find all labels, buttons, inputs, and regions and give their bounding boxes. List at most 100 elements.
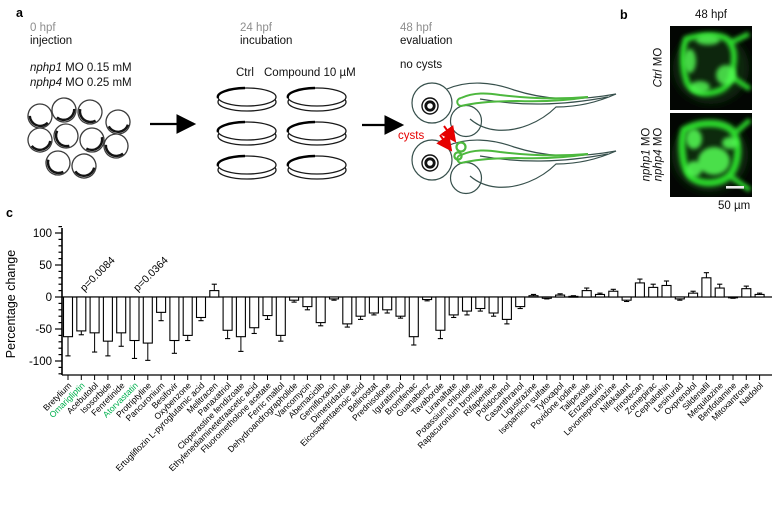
nphp4-rest: MO <box>652 127 664 150</box>
bar <box>621 296 632 301</box>
bar <box>435 296 446 331</box>
bar <box>328 296 340 300</box>
panel-a-letter: a <box>16 6 23 20</box>
cysts-label: cysts <box>398 130 425 142</box>
bar <box>422 296 433 301</box>
bar <box>515 296 526 308</box>
y-tick-label: 100 <box>33 228 52 240</box>
bar <box>594 293 606 298</box>
bar <box>661 284 672 298</box>
p-value-annotation: p=0.0364 <box>131 254 171 294</box>
bar <box>355 296 366 317</box>
y-tick-label: 0 <box>46 292 52 304</box>
fluorescence-image-ctrl <box>670 26 752 110</box>
petri-dishes <box>216 86 348 181</box>
bar <box>382 296 393 311</box>
stage3-time: 48 hpf <box>400 22 432 34</box>
fish-no-cysts <box>410 81 618 138</box>
bar <box>475 296 486 310</box>
egg-cluster <box>22 92 134 183</box>
bar <box>488 296 499 314</box>
bar <box>209 290 220 298</box>
y-tick-label: -50 <box>35 324 52 336</box>
bar <box>102 296 113 342</box>
bar <box>249 296 260 329</box>
bar <box>461 296 473 312</box>
bar <box>608 290 619 298</box>
bar <box>129 296 140 342</box>
stage3-action: evaluation <box>400 35 453 47</box>
stage1-action: injection <box>30 35 73 47</box>
bar <box>555 294 566 298</box>
bar <box>182 296 193 336</box>
stage1-time: 0 hpf <box>30 22 56 34</box>
mo-line1: nphp1 MO 0.15 mM <box>30 62 132 75</box>
panel-b-title: 48 hpf <box>695 9 727 21</box>
stage2-action: incubation <box>240 35 293 47</box>
bar <box>235 296 246 338</box>
bar <box>89 296 100 334</box>
bar <box>674 296 685 300</box>
mo1-rest: MO 0.15 mM <box>61 62 132 74</box>
bar <box>448 296 459 316</box>
y-tick-label: -100 <box>29 356 52 368</box>
bar <box>634 282 645 298</box>
bar <box>116 296 127 334</box>
ctrl-mo-italic: Ctrl <box>652 69 665 88</box>
nphp4-italic: nphp4 <box>652 149 664 182</box>
bar <box>395 296 406 317</box>
ctrl-mo-label: Ctrl MO <box>653 28 666 108</box>
bar <box>408 296 419 338</box>
bar <box>727 296 739 299</box>
mo2-gene: nphp4 <box>30 77 62 89</box>
nphp1-italic: nphp1 <box>640 149 653 182</box>
bar <box>222 296 233 331</box>
p-value-annotation: p=0.0084 <box>78 254 118 294</box>
nphp1-rest: MO <box>640 127 653 150</box>
bar <box>714 287 725 298</box>
bar <box>62 296 74 338</box>
bar <box>754 293 765 298</box>
bar <box>688 292 699 298</box>
bar <box>169 296 180 342</box>
cyst-marks <box>436 124 467 161</box>
stage2-time: 24 hpf <box>240 22 272 34</box>
bar <box>76 296 87 332</box>
ctrl-dish-label: Ctrl <box>236 67 254 79</box>
panel-a-graphics <box>22 81 618 195</box>
cyst-percentage-change-chart: 100500-50-100BretyliumOmarigliptinAcebut… <box>4 225 772 473</box>
fluorescence-image-nphp <box>670 113 752 197</box>
bar <box>262 296 273 317</box>
bar <box>342 296 353 325</box>
bar <box>568 295 579 298</box>
bar <box>142 296 153 344</box>
mo-line2: nphp4 MO 0.25 mM <box>30 77 132 90</box>
y-tick-label: 50 <box>39 260 52 272</box>
bar <box>528 295 539 298</box>
nphp-mo-label: nphp1 MO nphp4 MO <box>640 115 665 195</box>
fish-with-cysts <box>410 138 618 195</box>
bar <box>741 288 752 298</box>
mo1-gene: nphp1 <box>30 62 62 74</box>
bar <box>368 296 379 314</box>
scale-bar-label: 50 µm <box>718 200 751 212</box>
bar <box>315 296 326 324</box>
panel-b-letter: b <box>620 8 628 22</box>
y-axis-title: Percentage change <box>4 250 18 358</box>
compound-dish-label: Compound 10 µM <box>264 67 356 79</box>
bar <box>501 296 512 320</box>
bar <box>581 290 592 298</box>
scale-bar <box>726 186 744 189</box>
bar <box>289 296 300 301</box>
bar <box>156 296 167 313</box>
bar <box>275 296 286 336</box>
no-cysts-label: no cysts <box>400 59 443 71</box>
bar <box>701 277 712 298</box>
panel-c-letter: c <box>6 206 13 220</box>
bar <box>302 296 313 308</box>
bar <box>648 286 659 298</box>
mo2-rest: MO 0.25 mM <box>61 77 132 89</box>
bar <box>195 296 207 319</box>
bar <box>541 296 552 299</box>
